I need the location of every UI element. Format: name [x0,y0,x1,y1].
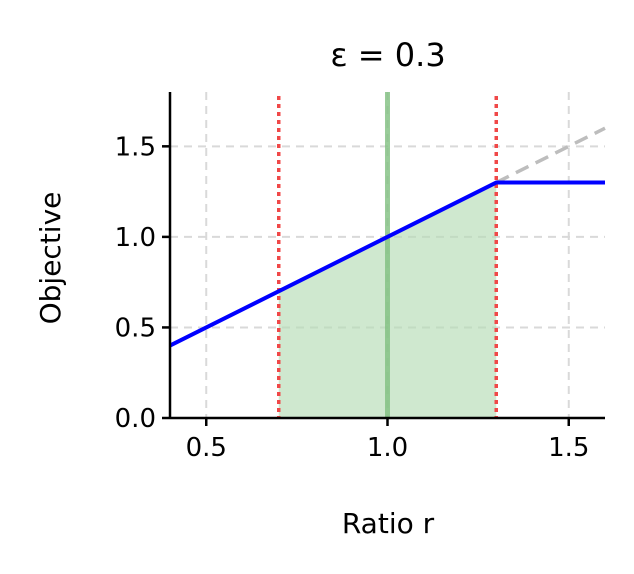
y-tick-label: 0.5 [115,313,156,343]
series-group [169,126,606,348]
y-tick-label: 0.0 [115,404,156,434]
y-tick-label: 1.5 [115,132,156,162]
x-tick-label: 1.5 [548,433,589,463]
x-tick-label: 1.0 [367,433,408,463]
unclipped-objective-line [495,126,606,185]
reference-lines [277,92,498,418]
x-axis-label: Ratio r [342,507,435,540]
y-tick-label: 1.0 [115,223,156,253]
ticks: 0.5 1.0 1.5 0.0 0.5 1.0 1.5 [115,132,590,463]
chart-title: ε = 0.3 [330,36,445,74]
clipped-objective-line [169,180,605,348]
x-tick-label: 0.5 [186,433,227,463]
y-axis-label: Objective [34,192,67,325]
